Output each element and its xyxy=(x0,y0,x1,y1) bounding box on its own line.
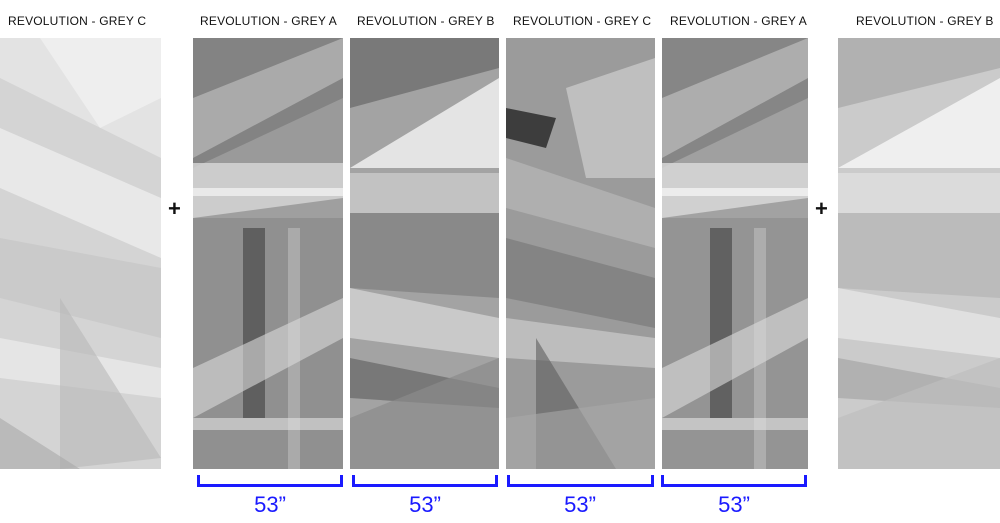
panel-label-grey-a-2: REVOLUTION - GREY A xyxy=(670,14,807,28)
width-label-4: 53” xyxy=(718,492,750,517)
plus-icon-left: + xyxy=(168,196,181,221)
wallpaper-panel-grey-c-2 xyxy=(506,38,655,469)
panel-label-grey-c-left: REVOLUTION - GREY C xyxy=(8,14,147,28)
wallpaper-panel-grey-a-2 xyxy=(662,38,808,469)
wallpaper-panel-grey-a-1 xyxy=(193,38,343,469)
wallpaper-panel-grey-b-right xyxy=(838,38,1000,469)
dimension-bracket-1 xyxy=(197,475,343,487)
plus-icon-right: + xyxy=(815,196,828,221)
panel-label-grey-a-1: REVOLUTION - GREY A xyxy=(200,14,337,28)
panel-label-grey-b-right: REVOLUTION - GREY B xyxy=(856,14,994,28)
wallpaper-panel-grey-b-1 xyxy=(350,38,499,469)
width-label-1: 53” xyxy=(254,492,286,517)
dimension-bracket-2 xyxy=(352,475,498,487)
dimension-bracket-4 xyxy=(661,475,807,487)
wallpaper-panel-grey-c-left xyxy=(0,38,161,469)
panel-label-grey-c-2: REVOLUTION - GREY C xyxy=(513,14,652,28)
width-label-3: 53” xyxy=(564,492,596,517)
width-label-2: 53” xyxy=(409,492,441,517)
dimension-bracket-3 xyxy=(507,475,654,487)
panel-label-grey-b-1: REVOLUTION - GREY B xyxy=(357,14,495,28)
